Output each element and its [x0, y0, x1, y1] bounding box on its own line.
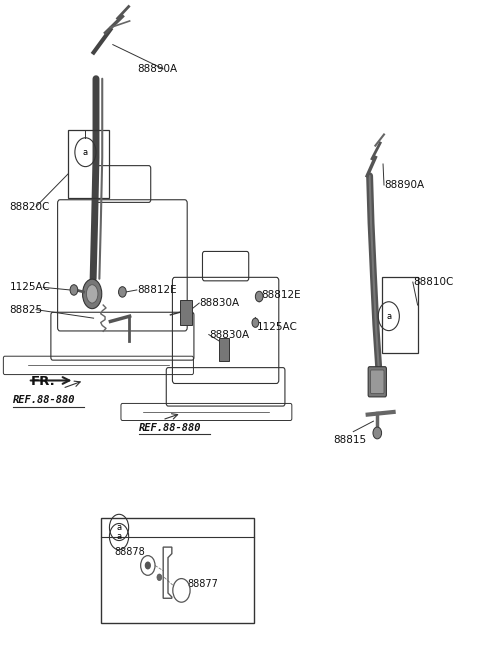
Circle shape	[373, 427, 382, 439]
Text: 88878: 88878	[114, 547, 145, 558]
Bar	[101, 518, 254, 623]
Bar	[180, 300, 192, 325]
Text: REF.88-880: REF.88-880	[139, 422, 202, 433]
Bar	[382, 277, 418, 353]
Text: a: a	[117, 532, 121, 541]
FancyBboxPatch shape	[371, 370, 384, 394]
Text: REF.88-880: REF.88-880	[13, 395, 76, 405]
Text: 88812E: 88812E	[137, 285, 177, 295]
Ellipse shape	[83, 279, 102, 308]
Circle shape	[145, 562, 150, 569]
Text: 88812E: 88812E	[262, 290, 301, 300]
Circle shape	[119, 287, 126, 297]
Text: 88825: 88825	[10, 304, 43, 315]
Text: 88890A: 88890A	[384, 180, 424, 190]
Text: FR.: FR.	[31, 375, 56, 388]
Text: 88820C: 88820C	[10, 201, 50, 212]
Text: 88830A: 88830A	[199, 298, 240, 308]
Text: a: a	[117, 523, 121, 532]
Bar	[68, 130, 109, 198]
Ellipse shape	[86, 285, 98, 303]
Circle shape	[70, 285, 78, 295]
Text: 88890A: 88890A	[137, 64, 177, 74]
Bar	[219, 338, 229, 361]
Circle shape	[157, 574, 162, 581]
Text: 88830A: 88830A	[209, 329, 249, 340]
Text: a: a	[83, 148, 88, 157]
Text: 88810C: 88810C	[413, 277, 453, 287]
Circle shape	[252, 318, 259, 327]
Text: a: a	[386, 312, 391, 321]
FancyBboxPatch shape	[368, 367, 386, 397]
Circle shape	[255, 291, 263, 302]
Text: 88877: 88877	[187, 579, 218, 589]
Text: 1125AC: 1125AC	[257, 321, 298, 332]
Text: 1125AC: 1125AC	[10, 282, 50, 293]
Text: 88815: 88815	[334, 434, 367, 445]
